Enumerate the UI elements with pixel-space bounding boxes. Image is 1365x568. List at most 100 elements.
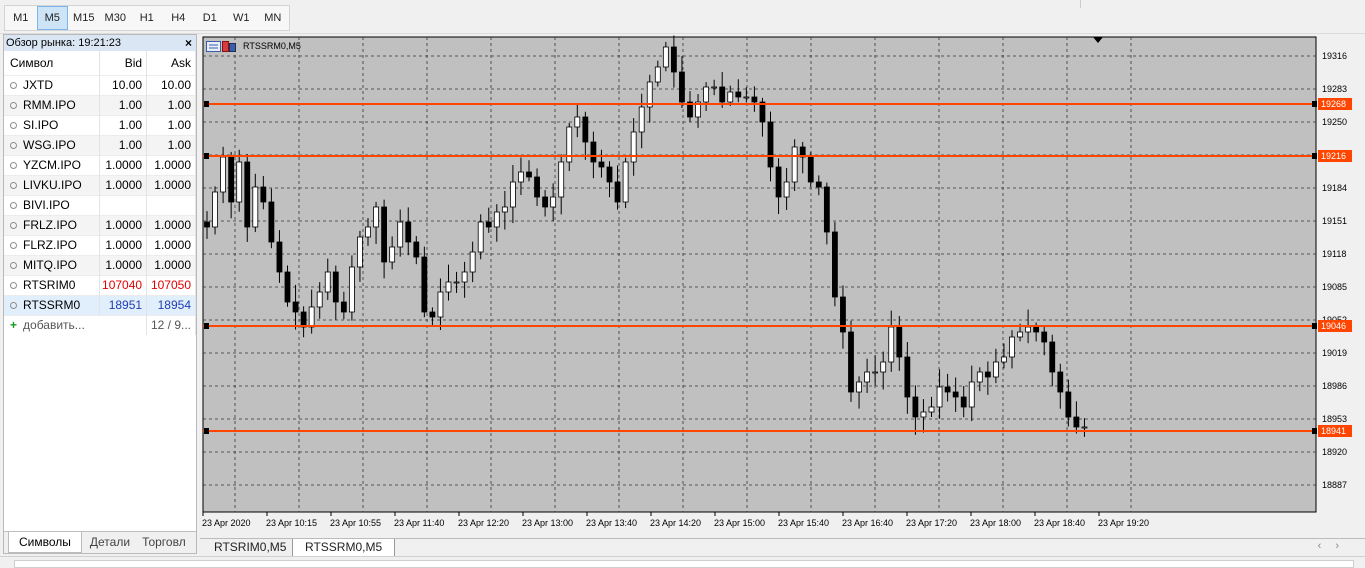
- candle-body: [1049, 341, 1056, 373]
- symbol-status-icon: [10, 162, 17, 170]
- timeframe-button-m5[interactable]: M5: [36, 6, 68, 30]
- x-tick-label: 23 Apr 15:40: [778, 518, 829, 528]
- symbol-cell: LIVKU.IPO: [4, 174, 101, 195]
- candle-body: [912, 396, 919, 418]
- symbol-cell: YZCM.IPO: [4, 154, 101, 175]
- symbol-cell: SI.IPO: [4, 114, 101, 135]
- scroll-right-icon[interactable]: ›: [1335, 540, 1353, 552]
- candle-body: [646, 81, 653, 108]
- x-tick-label: 23 Apr 19:20: [1098, 518, 1149, 528]
- symbol-row[interactable]: LIVKU.IPO 1.0000 1.0000: [4, 174, 196, 195]
- close-icon[interactable]: ×: [184, 36, 192, 50]
- candle-body: [1073, 416, 1080, 428]
- market-watch-table: Символ Bid Ask JXTD 10.00 10.00 RMM.IPO 1.00…: [4, 51, 196, 335]
- symbol-row[interactable]: WSG.IPO 1.00 1.00: [4, 134, 196, 155]
- symbol-cell: RMM.IPO: [4, 94, 101, 115]
- add-symbol-label[interactable]: добавить...: [23, 318, 85, 333]
- y-tick-label: 19118: [1322, 249, 1346, 259]
- bid-cell: 1.0000: [99, 234, 148, 255]
- symbol-name: BIVI.IPO: [23, 198, 70, 212]
- symbol-name: JXTD: [23, 78, 53, 92]
- tab-scroll-arrows[interactable]: ‹›: [1318, 540, 1353, 552]
- symbol-row[interactable]: BIVI.IPO: [4, 194, 196, 215]
- candle-body: [944, 386, 951, 393]
- column-header-symbol[interactable]: Символ: [4, 51, 101, 75]
- candle-body: [936, 386, 943, 408]
- ask-cell: 1.0000: [146, 234, 196, 255]
- ask-cell: 1.0000: [146, 174, 196, 195]
- candle-body: [759, 101, 766, 123]
- symbol-row[interactable]: FLRZ.IPO 1.0000 1.0000: [4, 234, 196, 255]
- symbol-row[interactable]: JXTD 10.00 10.00: [4, 74, 196, 95]
- symbol-row[interactable]: SI.IPO 1.00 1.00: [4, 114, 196, 135]
- x-tick-label: 23 Apr 10:55: [330, 518, 381, 528]
- candle-body: [864, 371, 870, 383]
- timeframe-button-m15[interactable]: M15: [73, 12, 95, 24]
- symbol-row[interactable]: MITQ.IPO 1.0000 1.0000: [4, 254, 196, 275]
- column-header-bid[interactable]: Bid: [99, 51, 148, 75]
- scroll-left-icon[interactable]: ‹: [1317, 540, 1336, 552]
- candle-body: [687, 101, 693, 118]
- candle-body: [574, 116, 581, 128]
- candle-body: [236, 161, 243, 203]
- candle-body: [204, 221, 210, 228]
- price-label-box: [1318, 425, 1352, 437]
- market-watch-tabs: Символы Детали Торговл: [4, 531, 196, 553]
- timeframe-button-h4[interactable]: H4: [171, 12, 186, 24]
- candle-body: [880, 361, 887, 373]
- ask-cell: 18954: [146, 294, 196, 315]
- candle-body: [558, 161, 565, 198]
- ask-cell: 1.00: [146, 94, 196, 115]
- timeframe-button-w1[interactable]: W1: [233, 12, 250, 24]
- chart-tab-rtssrm0[interactable]: RTSSRM0,M5: [292, 539, 396, 557]
- y-tick-label: 18953: [1322, 414, 1347, 424]
- candle-body: [848, 331, 854, 393]
- ask-cell: 1.00: [146, 134, 196, 155]
- timeframe-button-mn[interactable]: MN: [264, 12, 282, 24]
- candle-body: [340, 301, 347, 313]
- timeframe-button-d1[interactable]: D1: [202, 12, 217, 24]
- symbol-row[interactable]: YZCM.IPO 1.0000 1.0000: [4, 154, 196, 175]
- plus-icon: +: [10, 318, 18, 333]
- candle-body: [485, 221, 492, 228]
- candle-body: [582, 116, 589, 143]
- price-chart[interactable]: 1931619283192501921719184191511911819085…: [200, 34, 1365, 538]
- candle-body: [968, 381, 975, 408]
- add-symbol-cell[interactable]: + добавить...: [4, 314, 148, 335]
- timeframe-button-h1[interactable]: H1: [139, 12, 154, 24]
- y-tick-label: 19283: [1322, 84, 1347, 94]
- market-watch-panel: Обзор рынка: 19:21:23 × Символ Bid Ask J…: [3, 34, 197, 554]
- candle-body: [389, 246, 396, 263]
- symbol-row[interactable]: FRLZ.IPO 1.0000 1.0000: [4, 214, 196, 235]
- candle-body: [348, 266, 355, 313]
- symbol-status-icon: [10, 182, 17, 190]
- candle-body: [292, 301, 299, 313]
- ask-cell: 1.0000: [146, 254, 196, 275]
- add-symbol-row[interactable]: + добавить... 12 / 9...: [4, 314, 196, 335]
- tab-trading[interactable]: Торговл: [142, 535, 186, 549]
- symbol-cell: RTSSRM0: [4, 294, 101, 315]
- tab-details[interactable]: Детали: [89, 535, 131, 549]
- symbol-cell: FRLZ.IPO: [4, 214, 101, 235]
- ask-cell: [146, 194, 196, 215]
- candle-body: [276, 241, 283, 273]
- symbol-row[interactable]: RTSRIM0 107040 107050: [4, 274, 196, 295]
- x-tick-label: 23 Apr 15:00: [714, 518, 765, 528]
- shift-marker-icon: [1093, 37, 1103, 43]
- candle-body: [300, 311, 307, 328]
- candle-body: [840, 296, 846, 333]
- candle-body: [711, 86, 718, 89]
- symbol-name: MITQ.IPO: [23, 258, 77, 272]
- candle-body: [493, 211, 500, 228]
- chart-tab-rtsrim0[interactable]: RTSRIM0,M5: [214, 540, 287, 554]
- candle-body: [670, 46, 677, 73]
- timeframe-group: M1 M5 M15 M30 H1 H4 D1 W1 MN: [4, 5, 290, 31]
- timeframe-button-m30[interactable]: M30: [104, 12, 126, 24]
- symbol-cell: WSG.IPO: [4, 134, 101, 155]
- symbol-row[interactable]: RTSSRM0 18951 18954: [4, 294, 196, 315]
- timeframe-button-m1[interactable]: M1: [13, 12, 29, 24]
- tab-symbols[interactable]: Символы: [8, 532, 82, 553]
- symbol-status-icon: [10, 262, 17, 270]
- symbol-row[interactable]: RMM.IPO 1.00 1.00: [4, 94, 196, 115]
- column-header-ask[interactable]: Ask: [146, 51, 196, 75]
